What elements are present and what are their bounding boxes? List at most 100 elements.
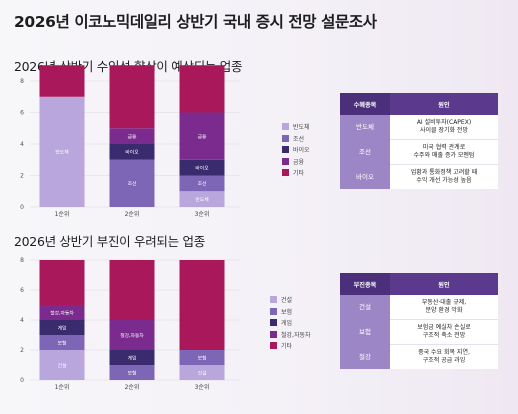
chart2-title: 2026년 상반기 부진이 우려되는 업종 (14, 234, 205, 249)
chart2-legend: 건설 보험 게임 철강,자동차 기타 (270, 294, 311, 352)
chart2-x-tick-label: 2순위 (125, 383, 140, 391)
chart1-bar-segment (179, 112, 225, 160)
chart2-segment-label: 보험 (198, 355, 207, 361)
chart1-segment-label: 조선 (198, 180, 207, 187)
chart1-x-tick-label: 1순위 (55, 210, 70, 218)
chart2-segment-label: 건설 (198, 369, 207, 376)
chart2-segment-label: 철강,자동차 (50, 309, 74, 316)
table2-row: 보험 보험금 예실차 손실로 구조적 축소 전망 (340, 319, 498, 345)
table2-row-key: 보험 (340, 319, 390, 345)
chart2-segment-label: 게임 (58, 324, 67, 331)
chart2-legend-item: 보험 (270, 306, 311, 318)
chart1-y-tick-label: 6 (20, 110, 24, 117)
chart2-segment-label: 건설 (58, 362, 67, 369)
chart2-bar-segment (109, 350, 155, 365)
chart1-legend-swatch (282, 146, 289, 154)
chart1-legend-item: 조선 (282, 133, 310, 145)
table2-row-reason: 보험금 예실차 손실로 구조적 축소 전망 (390, 319, 498, 345)
table1-row: 반도체 AI 설비투자(CAPEX) 사이클 장기화 전망 (340, 115, 498, 140)
chart2-segment-label: 보험 (58, 340, 67, 346)
chart2-segment-label: 철강,자동차 (120, 332, 144, 339)
table1-row: 조선 미국 협력 관계로 수주와 매출 증가 모멘텀 (340, 139, 498, 165)
chart2-bar-segment (39, 305, 85, 320)
chart1-bar-segment (179, 175, 225, 192)
table1-header-reason: 원인 (390, 93, 498, 115)
table1-reason-line: 수주와 매출 증가 모멘텀 (413, 152, 475, 159)
chart2-segment-label: 게임 (128, 354, 137, 361)
chart2-legend-swatch (270, 307, 277, 315)
table2-row-reason: 중국 수요 회복 지연, 구조적 공급 과잉 (390, 344, 498, 369)
chart1-y-tick-label: 0 (20, 204, 24, 211)
table1-reason-line: 업황과 통화정책 고려할 때 (410, 169, 478, 177)
chart2-y-tick-label: 0 (20, 377, 24, 384)
beneficiary-table: 수혜종목 원인 반도체 AI 설비투자(CAPEX) 사이클 장기화 전망 조선 미국 … (340, 93, 498, 189)
table2-reason-line: 보험금 예실차 손실로 (417, 324, 471, 332)
chart1-bar-segment (109, 128, 155, 144)
table2-row: 철강 중국 수요 회복 지연, 구조적 공급 과잉 (340, 344, 498, 369)
chart2-bar-segment (39, 350, 85, 380)
chart1-y-tick-label: 2 (20, 173, 24, 180)
chart2-legend-item: 철강,자동차 (270, 329, 311, 341)
chart2-legend-label: 철강,자동차 (281, 331, 311, 339)
table1-row-reason: AI 설비투자(CAPEX) 사이클 장기화 전망 (390, 115, 498, 140)
chart2-y-tick-label: 8 (20, 257, 24, 264)
chart1-legend-item: 기타 (282, 167, 310, 179)
table1-row-key: 반도체 (340, 115, 390, 140)
chart1-segment-label: 바이오 (125, 149, 139, 156)
chart2-bar-segment (39, 335, 85, 350)
chart1-bar-segment (109, 65, 155, 129)
table2-row-key: 건설 (340, 295, 390, 320)
chart2-bar-segment (179, 365, 225, 380)
chart1-legend-label: 바이오 (293, 147, 310, 155)
table2-header-reason: 원인 (390, 273, 498, 295)
chart2-legend-item: 건설 (270, 294, 311, 306)
chart2-legend-label: 건설 (281, 297, 293, 305)
chart1-segment-label: 반도체 (195, 196, 208, 203)
chart1-legend-item: 금융 (282, 156, 310, 168)
chart2-bar-segment (39, 260, 85, 305)
chart1-legend: 반도체 조선 바이오 금융 기타 (282, 121, 310, 179)
table2-reason-line: 부동산·대출 규제, (421, 299, 467, 307)
chart2-y-tick-label: 4 (20, 317, 24, 324)
table1-reason-line: 사이클 장기화 전망 (420, 127, 468, 134)
table1-row-key: 바이오 (340, 164, 390, 189)
table2-reason-line: 구조적 축소 전망 (422, 332, 466, 339)
chart2-bar-segment (179, 350, 225, 365)
chart1-bar-segment (179, 159, 225, 176)
chart2-bar-segment (109, 320, 155, 350)
slump-table: 부진종목 원인 건설 부동산·대출 규제, 분양 환경 악화 보험 보험금 예실차 손실… (340, 273, 498, 369)
table1-row-reason: 업황과 통화정책 고려할 때 수익 개선 가능성 높음 (390, 164, 498, 189)
chart1-legend-swatch (282, 134, 289, 142)
chart2-segment-label: 보험 (128, 370, 137, 376)
table1-reason-line: 미국 협력 관계로 (422, 144, 466, 152)
chart2-legend-label: 기타 (281, 343, 293, 351)
chart1-bar-segment (109, 159, 155, 207)
chart1-x-tick-label: 2순위 (125, 210, 140, 218)
table1-row: 바이오 업황과 통화정책 고려할 때 수익 개선 가능성 높음 (340, 164, 498, 189)
chart1-bar-segment (39, 96, 85, 207)
chart1-bar-segment (109, 144, 155, 160)
table1-header-key: 수혜종목 (340, 93, 390, 115)
chart2-legend-swatch (270, 296, 277, 304)
chart1-legend-swatch (282, 169, 289, 177)
chart1-legend-label: 기타 (293, 170, 305, 178)
chart2-legend-swatch (270, 342, 277, 350)
chart2-y-tick-label: 2 (20, 347, 24, 354)
chart2-bar-segment (109, 260, 155, 320)
chart1-segment-label: 바이오 (195, 164, 209, 171)
chart1-segment-label: 금융 (198, 134, 207, 140)
chart2-y-tick-label: 6 (20, 287, 24, 294)
table2-header-key: 부진종목 (340, 273, 390, 295)
table2-row: 건설 부동산·대출 규제, 분양 환경 악화 (340, 295, 498, 320)
chart2-x-tick-label: 1순위 (55, 383, 70, 391)
chart2-legend-swatch (270, 319, 277, 327)
chart1-legend-swatch (282, 157, 289, 165)
chart1-bar-segment (179, 65, 225, 113)
chart1-bar-segment (39, 65, 85, 97)
table2-row-reason: 부동산·대출 규제, 분양 환경 악화 (390, 295, 498, 320)
table2-reason-line: 중국 수요 회복 지연, (418, 349, 470, 357)
table2-row-key: 철강 (340, 344, 390, 369)
chart1-legend-swatch (282, 123, 289, 131)
chart1-y-tick-label: 8 (20, 78, 24, 85)
